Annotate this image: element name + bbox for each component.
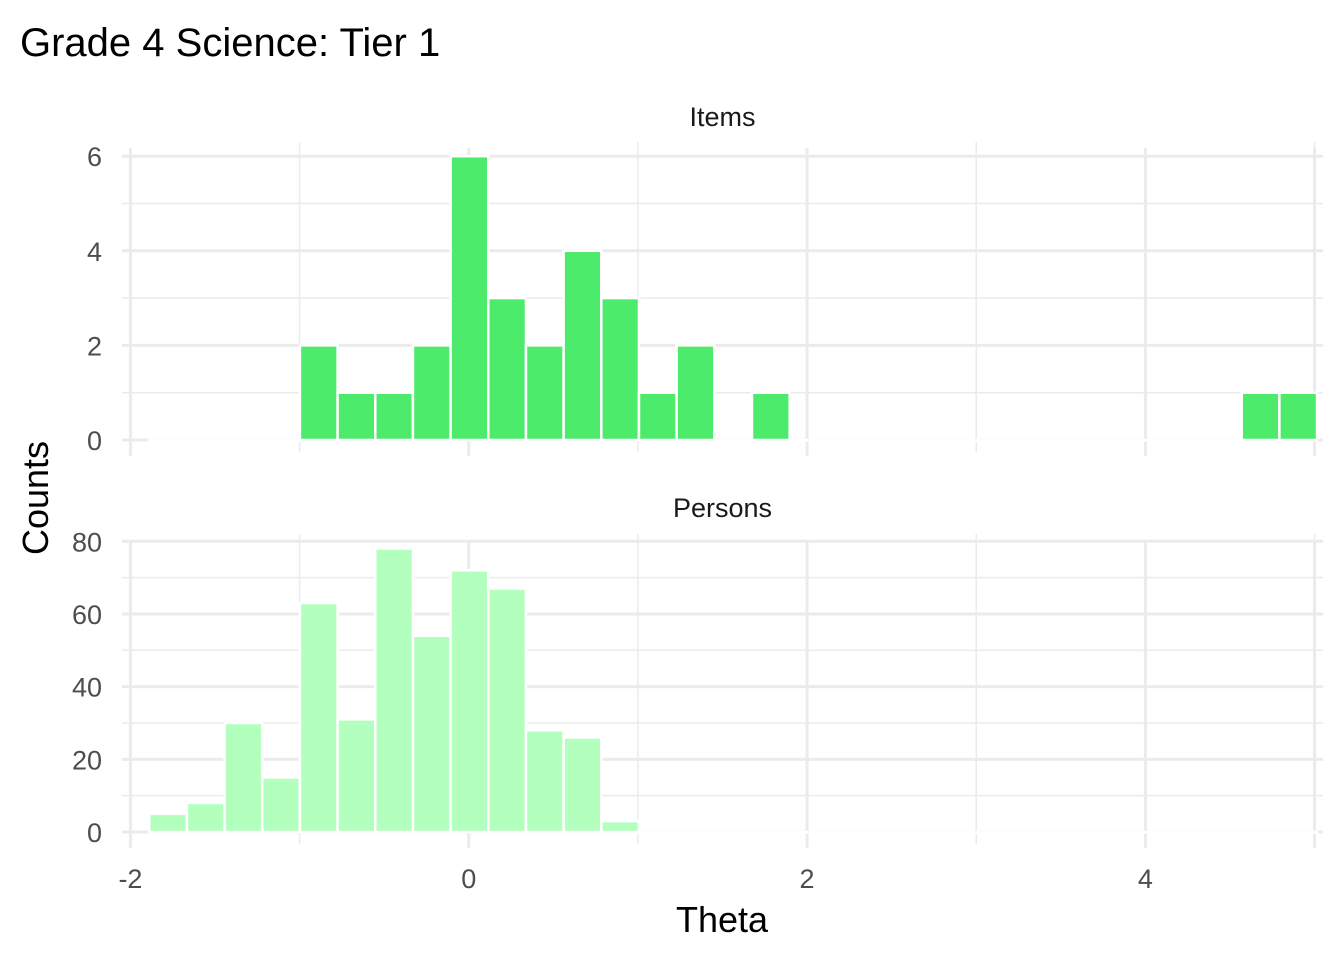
histogram-bar — [223, 438, 264, 442]
histogram-bar — [374, 391, 415, 442]
histogram-bar — [637, 391, 678, 442]
panel-label-persons: Persons — [673, 493, 772, 523]
histogram-bar — [939, 830, 980, 834]
histogram-bar — [1127, 830, 1168, 834]
histogram-bar — [411, 344, 452, 442]
histogram-bar — [675, 830, 716, 834]
histogram-bar — [939, 438, 980, 442]
histogram-bar — [148, 812, 189, 834]
histogram-bar — [901, 438, 942, 442]
histogram-bar — [750, 830, 791, 834]
histogram-bar — [1014, 438, 1055, 442]
histogram-bar — [826, 438, 867, 442]
histogram-bar — [976, 438, 1017, 442]
y-tick-label: 20 — [72, 745, 102, 775]
histogram-bar — [411, 634, 452, 834]
histogram-bar — [449, 569, 490, 834]
histogram-bar — [1202, 830, 1243, 834]
y-tick-label: 6 — [87, 142, 102, 172]
histogram-bar — [826, 830, 867, 834]
y-tick-label: 0 — [87, 818, 102, 848]
histogram-bar — [1202, 438, 1243, 442]
histogram-bar — [336, 391, 377, 442]
histogram-bar — [1127, 438, 1168, 442]
histogram-bar — [261, 776, 302, 834]
histogram-bar — [261, 438, 302, 442]
histogram-bar — [1165, 830, 1206, 834]
y-tick-label: 2 — [87, 331, 102, 361]
histogram-bar — [298, 601, 339, 834]
histogram-bar — [600, 819, 641, 834]
histogram-bar — [1240, 830, 1281, 834]
histogram-bar — [1278, 391, 1319, 442]
histogram-bar — [1089, 438, 1130, 442]
panel-items: 0 2 4 6 Items — [87, 102, 1323, 456]
y-axis-title: Counts — [15, 441, 56, 555]
histogram-bar — [863, 830, 904, 834]
histogram-bar — [298, 344, 339, 442]
histogram-bar — [1052, 438, 1093, 442]
x-tick-label: 0 — [461, 864, 476, 894]
chart-title: Grade 4 Science: Tier 1 — [20, 21, 440, 65]
histogram-bar — [637, 830, 678, 834]
y-tick-label: 60 — [72, 600, 102, 630]
histogram-bar — [487, 587, 528, 834]
histogram-bar — [524, 728, 565, 834]
x-tick-label: 2 — [800, 864, 815, 894]
histogram-bar — [449, 154, 490, 442]
y-tick-label: 4 — [87, 237, 102, 267]
histogram-bar — [1165, 438, 1206, 442]
x-tick-label: -2 — [118, 864, 142, 894]
histogram-bar — [1240, 391, 1281, 442]
histogram-bar — [1278, 830, 1319, 834]
histogram-bar — [750, 391, 791, 442]
histogram-bar — [901, 830, 942, 834]
histogram-bar — [374, 547, 415, 834]
histogram-bar — [185, 438, 226, 442]
y-tick-label: 80 — [72, 527, 102, 557]
histogram-bar — [223, 721, 264, 834]
panels: 0 2 4 6 Items 0 20 40 60 80 Persons -2 0 2 4 — [72, 102, 1323, 894]
panel-persons: 0 20 40 60 80 Persons — [72, 493, 1323, 848]
histogram-bar — [562, 249, 603, 442]
histogram-bar — [524, 344, 565, 442]
histogram-bar — [788, 830, 829, 834]
histogram-bar — [336, 718, 377, 834]
histogram-bar — [788, 438, 829, 442]
histogram-bar — [713, 438, 754, 442]
histogram-bar — [185, 801, 226, 834]
histogram-bar — [148, 438, 189, 442]
panel-label-items: Items — [689, 102, 755, 132]
y-tick-label: 0 — [87, 426, 102, 456]
histogram-bar — [1052, 830, 1093, 834]
histogram-bar — [863, 438, 904, 442]
histogram-bar — [713, 830, 754, 834]
histogram-bar — [487, 296, 528, 442]
histogram-bar — [1014, 830, 1055, 834]
histogram-bar — [976, 830, 1017, 834]
y-tick-label: 40 — [72, 673, 102, 703]
histogram-bar — [562, 736, 603, 834]
x-tick-label: 4 — [1138, 864, 1153, 894]
histogram-bar — [600, 296, 641, 442]
histogram-bar — [675, 344, 716, 442]
histogram-bar — [1089, 830, 1130, 834]
x-axis-title: Theta — [676, 899, 769, 940]
